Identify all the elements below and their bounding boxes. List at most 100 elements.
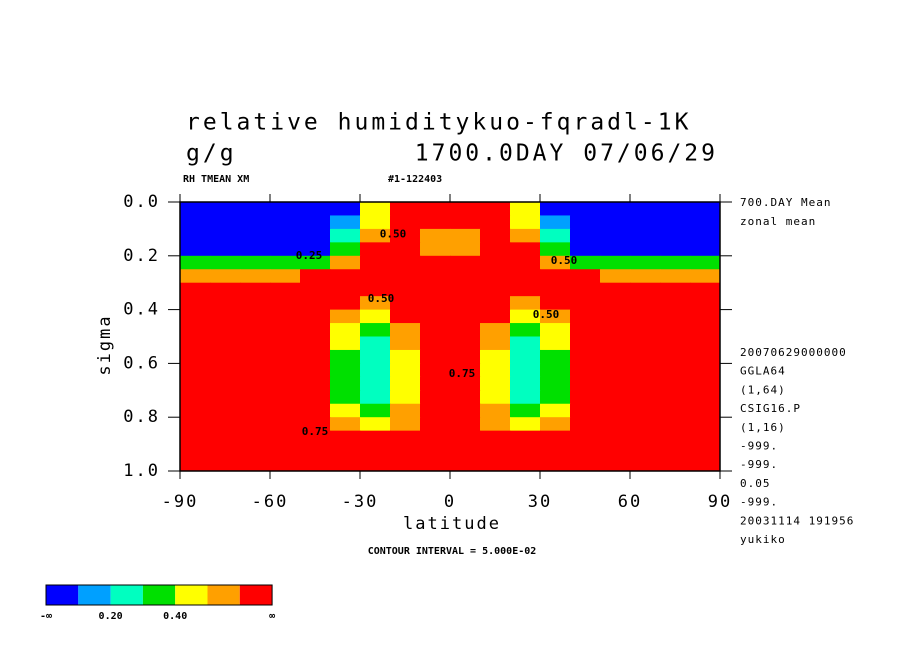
- field-cell: [330, 403, 361, 418]
- field-cell: [240, 215, 271, 230]
- field-cell: [600, 417, 631, 432]
- field-cell: [690, 323, 721, 337]
- field-cell: [420, 309, 451, 324]
- field-cell: [690, 242, 721, 257]
- units: g/g: [186, 141, 237, 167]
- field-cell: [420, 390, 451, 405]
- field-cell: [240, 417, 271, 432]
- field-cell: [600, 296, 631, 311]
- field-cell: [300, 242, 331, 257]
- field-cell: [300, 376, 331, 391]
- field-cell: [540, 390, 571, 405]
- field-cell: [540, 242, 571, 257]
- field-cell: [240, 255, 271, 270]
- field-cell: [210, 323, 241, 337]
- field-cell: [510, 255, 541, 270]
- field-cell: [690, 282, 721, 297]
- field-cell: [600, 444, 631, 459]
- field-cell: [210, 430, 241, 445]
- field-cell: [480, 390, 511, 405]
- field-cell: [360, 390, 391, 405]
- contour-label: 0.50: [380, 227, 407, 240]
- field-cell: [330, 269, 361, 284]
- field-cell: [480, 309, 511, 324]
- field-cell: [570, 336, 601, 351]
- field-cell: [690, 403, 721, 418]
- field-cell: [270, 296, 301, 311]
- field-cell: [270, 228, 301, 243]
- field-cell: [390, 296, 421, 311]
- x-axis-label: latitude: [403, 514, 501, 534]
- meta-label: GGLA64: [740, 365, 786, 378]
- field-cell: [360, 417, 391, 432]
- field-cell: [660, 215, 691, 230]
- field-cell: [270, 215, 301, 230]
- field-cell: [240, 430, 271, 445]
- field-cell: [210, 228, 241, 243]
- field-cell: [270, 323, 301, 337]
- meta-label: (1,16): [740, 421, 786, 434]
- field-cell: [300, 363, 331, 378]
- field-cell: [480, 269, 511, 284]
- field-cell: [540, 202, 571, 216]
- field-cell: [240, 202, 271, 216]
- field-cell: [390, 444, 421, 459]
- field-cell: [600, 255, 631, 270]
- field-cell: [540, 296, 571, 311]
- field-cell: [690, 215, 721, 230]
- field-cell: [450, 282, 481, 297]
- field-cell: [660, 309, 691, 324]
- field-cell: [180, 255, 211, 270]
- meta-label: 20070629000000: [740, 346, 847, 359]
- field-cell: [390, 228, 421, 243]
- field-cell: [450, 309, 481, 324]
- field-cell: [420, 363, 451, 378]
- field-cell: [630, 296, 661, 311]
- field-cell: [420, 255, 451, 270]
- field-cell: [240, 228, 271, 243]
- field-cell: [510, 282, 541, 297]
- field-cell: [210, 349, 241, 364]
- field-cell: [330, 255, 361, 270]
- field-cell: [300, 403, 331, 418]
- y-tick-label: 0.8: [123, 407, 160, 427]
- field-cell: [330, 349, 361, 364]
- field-cell: [240, 390, 271, 405]
- contour-label: 0.50: [368, 292, 395, 305]
- colorbar-box: [46, 585, 79, 605]
- field-cell: [510, 349, 541, 364]
- field-cell: [570, 215, 601, 230]
- field-cell: [600, 390, 631, 405]
- field-cell: [660, 202, 691, 216]
- field-cell: [210, 376, 241, 391]
- field-cell: [330, 430, 361, 445]
- field-cell: [540, 323, 571, 337]
- field-cell: [540, 444, 571, 459]
- field-cell: [570, 269, 601, 284]
- field-cell: [240, 363, 271, 378]
- field-cell: [270, 457, 301, 472]
- field-cell: [660, 323, 691, 337]
- field-cell: [480, 444, 511, 459]
- field-cell: [600, 309, 631, 324]
- field-cell: [570, 255, 601, 270]
- contour-label: 0.50: [533, 308, 560, 321]
- contour-label: 0.75: [302, 425, 329, 438]
- field-cell: [300, 215, 331, 230]
- colorbar-box: [207, 585, 240, 605]
- field-cell: [240, 403, 271, 418]
- field-cell: [450, 255, 481, 270]
- field-cell: [690, 309, 721, 324]
- field-cell: [420, 457, 451, 472]
- field-cell: [540, 403, 571, 418]
- field-cell: [390, 349, 421, 364]
- field-cell: [180, 323, 211, 337]
- field-cell: [570, 417, 601, 432]
- field-cell: [630, 255, 661, 270]
- field-cell: [180, 269, 211, 284]
- field-cell: [570, 202, 601, 216]
- x-tick-label: 60: [618, 492, 642, 512]
- field-cell: [270, 417, 301, 432]
- field-cell: [600, 242, 631, 257]
- field-cell: [210, 403, 241, 418]
